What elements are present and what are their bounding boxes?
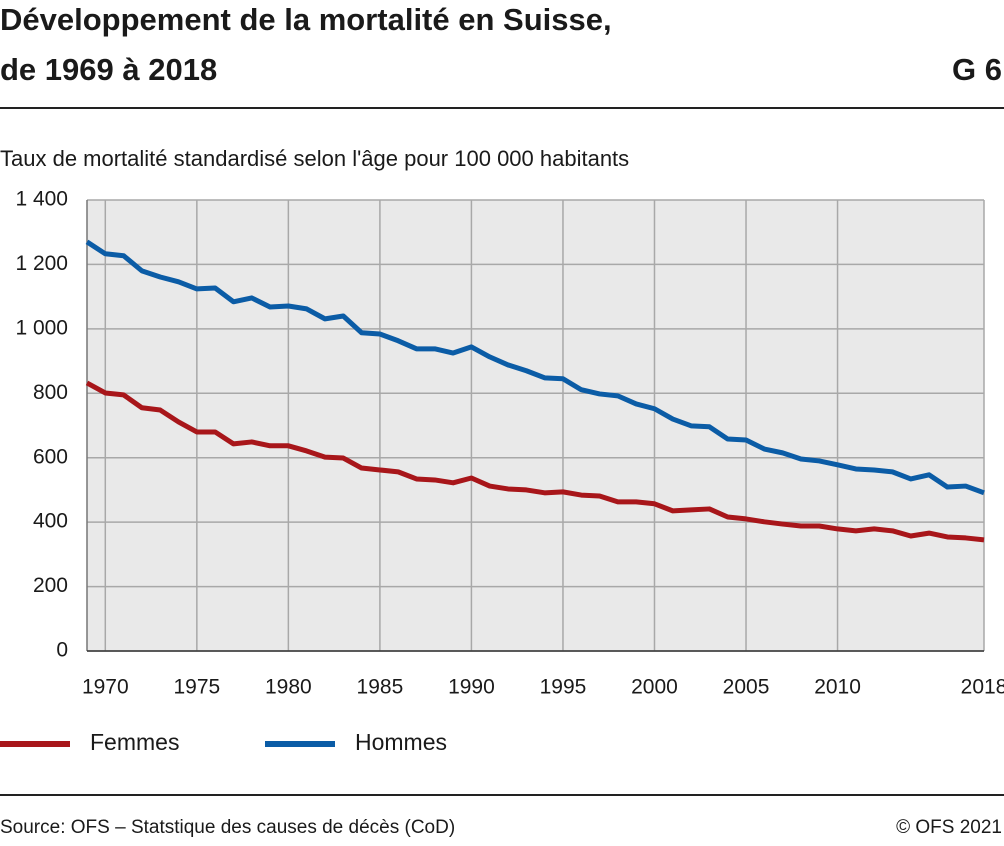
x-tick-label: 2018 bbox=[961, 676, 1004, 699]
y-tick-label: 800 bbox=[33, 381, 68, 404]
y-tick-label: 600 bbox=[33, 445, 68, 468]
x-tick-label: 1995 bbox=[540, 676, 587, 699]
x-tick-label: 1970 bbox=[82, 676, 129, 699]
x-tick-label: 1985 bbox=[357, 676, 404, 699]
y-tick-label: 0 bbox=[56, 639, 68, 662]
y-tick-label: 1 000 bbox=[15, 316, 68, 339]
chart-title: de 1969 à 2018 bbox=[0, 52, 217, 87]
data-line bbox=[85, 239, 985, 496]
plot-area bbox=[87, 200, 984, 651]
x-tick-label: 2005 bbox=[723, 676, 770, 699]
x-tick-label: 1980 bbox=[265, 676, 312, 699]
y-tick-label: 1 400 bbox=[15, 188, 68, 211]
data-line bbox=[85, 380, 985, 543]
copyright: © OFS 2021 bbox=[896, 817, 1002, 838]
x-tick-label: 1990 bbox=[448, 676, 495, 699]
legend-label: Hommes bbox=[355, 729, 447, 755]
source: Source: OFS – Statstique des causes de d… bbox=[0, 817, 455, 838]
subtitle: Taux de mortalité standardisé selon l'âg… bbox=[0, 146, 629, 171]
x-tick-label: 1975 bbox=[173, 676, 220, 699]
chart-title: Développement de la mortalité en Suisse, bbox=[0, 2, 612, 37]
x-tick-label: 2000 bbox=[631, 676, 678, 699]
x-tick-label: 2010 bbox=[814, 676, 861, 699]
figure-label: G 6 bbox=[952, 52, 1002, 87]
y-tick-label: 200 bbox=[33, 574, 68, 597]
y-tick-label: 400 bbox=[33, 510, 68, 533]
y-tick-label: 1 200 bbox=[15, 252, 68, 275]
legend-label: Femmes bbox=[90, 729, 179, 755]
